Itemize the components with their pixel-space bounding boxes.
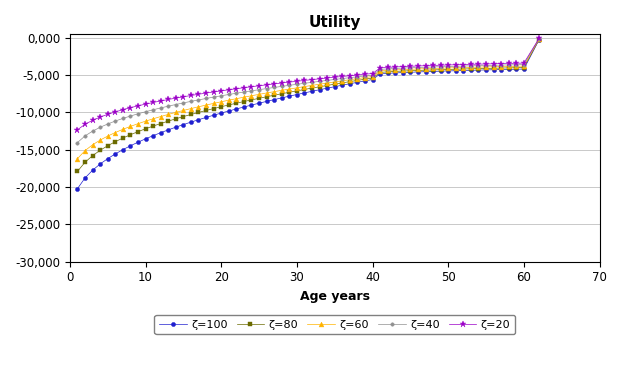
ζ=60 xyxy=(233,96,240,101)
ζ=100 xyxy=(467,68,475,73)
ζ=40 xyxy=(233,91,240,96)
ζ=60 xyxy=(346,77,353,82)
ζ=100 xyxy=(180,122,187,127)
ζ=60 xyxy=(316,82,323,87)
ζ=40 xyxy=(316,79,323,84)
ζ=20 xyxy=(164,97,172,102)
ζ=80 xyxy=(233,101,240,106)
ζ=40 xyxy=(180,101,187,105)
ζ=40 xyxy=(467,63,475,68)
ζ=60 xyxy=(467,65,475,70)
ζ=100 xyxy=(233,107,240,111)
ζ=60 xyxy=(536,37,543,41)
Line: ζ=80: ζ=80 xyxy=(75,38,541,173)
ζ=60 xyxy=(164,112,172,117)
X-axis label: Age years: Age years xyxy=(300,290,369,303)
ζ=20 xyxy=(73,127,81,132)
Line: ζ=40: ζ=40 xyxy=(76,37,541,144)
ζ=100 xyxy=(164,128,172,132)
ζ=20 xyxy=(467,62,475,67)
ζ=100 xyxy=(316,87,323,92)
ζ=80 xyxy=(180,114,187,119)
ζ=20 xyxy=(316,77,323,81)
ζ=100 xyxy=(346,81,353,86)
Legend: ζ=100, ζ=80, ζ=60, ζ=40, ζ=20: ζ=100, ζ=80, ζ=60, ζ=40, ζ=20 xyxy=(154,315,515,334)
ζ=100 xyxy=(536,38,543,42)
ζ=60 xyxy=(73,156,81,161)
ζ=40 xyxy=(73,140,81,145)
Line: ζ=100: ζ=100 xyxy=(75,38,541,191)
ζ=20 xyxy=(180,94,187,99)
ζ=80 xyxy=(536,37,543,42)
ζ=80 xyxy=(467,67,475,71)
ζ=40 xyxy=(346,75,353,80)
ζ=80 xyxy=(316,84,323,89)
ζ=60 xyxy=(180,108,187,113)
ζ=80 xyxy=(346,79,353,84)
Line: ζ=60: ζ=60 xyxy=(75,37,542,161)
ζ=40 xyxy=(164,104,172,108)
ζ=100 xyxy=(73,187,81,191)
ζ=80 xyxy=(73,169,81,174)
Line: ζ=20: ζ=20 xyxy=(74,35,542,133)
Title: Utility: Utility xyxy=(309,15,361,30)
ζ=80 xyxy=(164,119,172,123)
ζ=20 xyxy=(536,36,543,41)
ζ=20 xyxy=(233,86,240,91)
ζ=40 xyxy=(536,36,543,41)
ζ=20 xyxy=(346,74,353,78)
